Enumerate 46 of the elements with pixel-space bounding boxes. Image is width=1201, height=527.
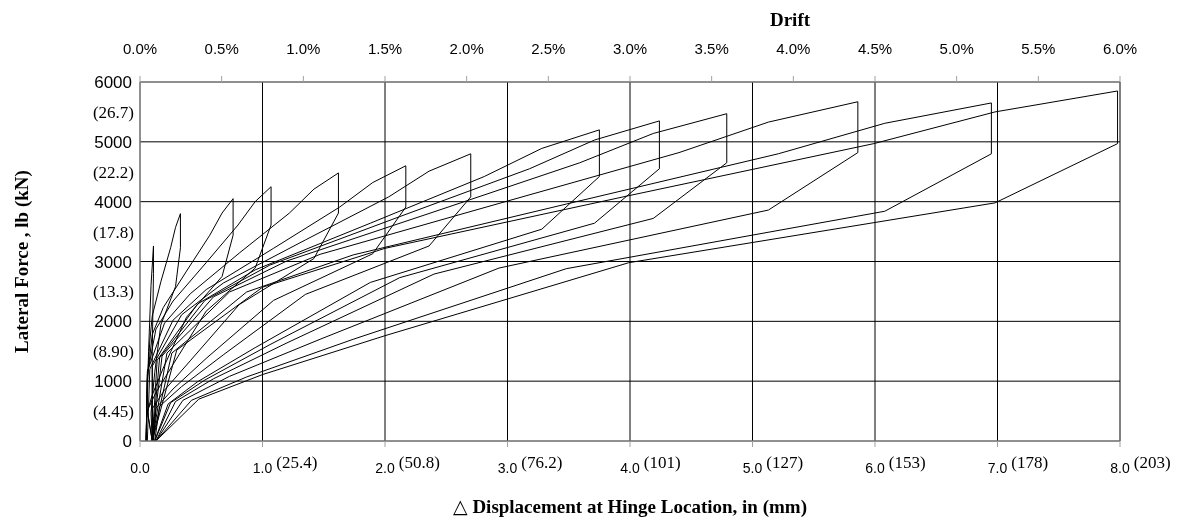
y-tick-label: 0 (122, 432, 132, 451)
x2-tick-label: 5.0% (939, 40, 974, 57)
text: (203) (1133, 453, 1171, 472)
y2-tick-label: (26.7) (92, 102, 134, 122)
x2-tick-label: 5.5% (1021, 40, 1056, 57)
text: (101) (643, 453, 681, 472)
y-tick-label: 1000 (94, 372, 132, 392)
text: (25.4) (276, 453, 318, 472)
x2-tick-label: 1.5% (367, 40, 403, 57)
x2-tick-label: 4.0% (776, 40, 811, 57)
x2-tick-label: 3.5% (694, 40, 729, 57)
x-tick-label: 4.0 (620, 460, 640, 476)
y-tick-label: 6000 (94, 73, 132, 92)
text: (127) (766, 453, 804, 472)
x-tick-label: 2.0 (375, 460, 395, 476)
x2-tick-label: 6.0% (1102, 40, 1138, 57)
x-axis-title: △ Displacement at Hinge Location, in (mm) (453, 496, 807, 518)
y-tick-label: 3000 (94, 252, 132, 272)
y-axis-title: Lateral Force , lb (kN) (11, 170, 33, 353)
x-tick-label: 1.0 (252, 460, 273, 476)
x2-tick-label: 4.5% (857, 40, 893, 57)
x2-tick-label: 3.0% (612, 40, 648, 57)
x2-tick-label: 0.5% (204, 40, 239, 57)
x-tick-label: 7.0 (987, 460, 1008, 476)
x-tick-label: 8.0 (1110, 460, 1130, 476)
text: (50.8) (398, 453, 440, 472)
y-tick-label: 5000 (94, 132, 132, 152)
text: (178) (1011, 453, 1049, 472)
x2-axis-title: Drift (769, 9, 811, 30)
x-tick-label: 5.0 (742, 460, 763, 476)
x2-tick-label: 2.0% (449, 40, 484, 57)
text: (76.2) (521, 453, 563, 472)
x2-tick-label: 1.0% (286, 40, 321, 57)
x-tick-label: 6.0 (865, 460, 885, 476)
y-tick-label: 4000 (94, 192, 132, 212)
y-tick-label: 2000 (94, 312, 132, 332)
x-tick-label: 0.0 (130, 460, 150, 476)
text: (153) (888, 453, 926, 472)
y2-tick-label: (8.90) (92, 342, 134, 362)
x2-tick-label: 2.5% (531, 40, 566, 57)
x-tick-label: 3.0 (497, 460, 518, 476)
y2-tick-label: (17.8) (92, 222, 134, 242)
y2-tick-label: (22.2) (92, 162, 134, 182)
x2-tick-label: 0.0% (122, 40, 158, 57)
y2-tick-label: (13.3) (92, 282, 134, 302)
y2-tick-label: (4.45) (92, 402, 134, 422)
